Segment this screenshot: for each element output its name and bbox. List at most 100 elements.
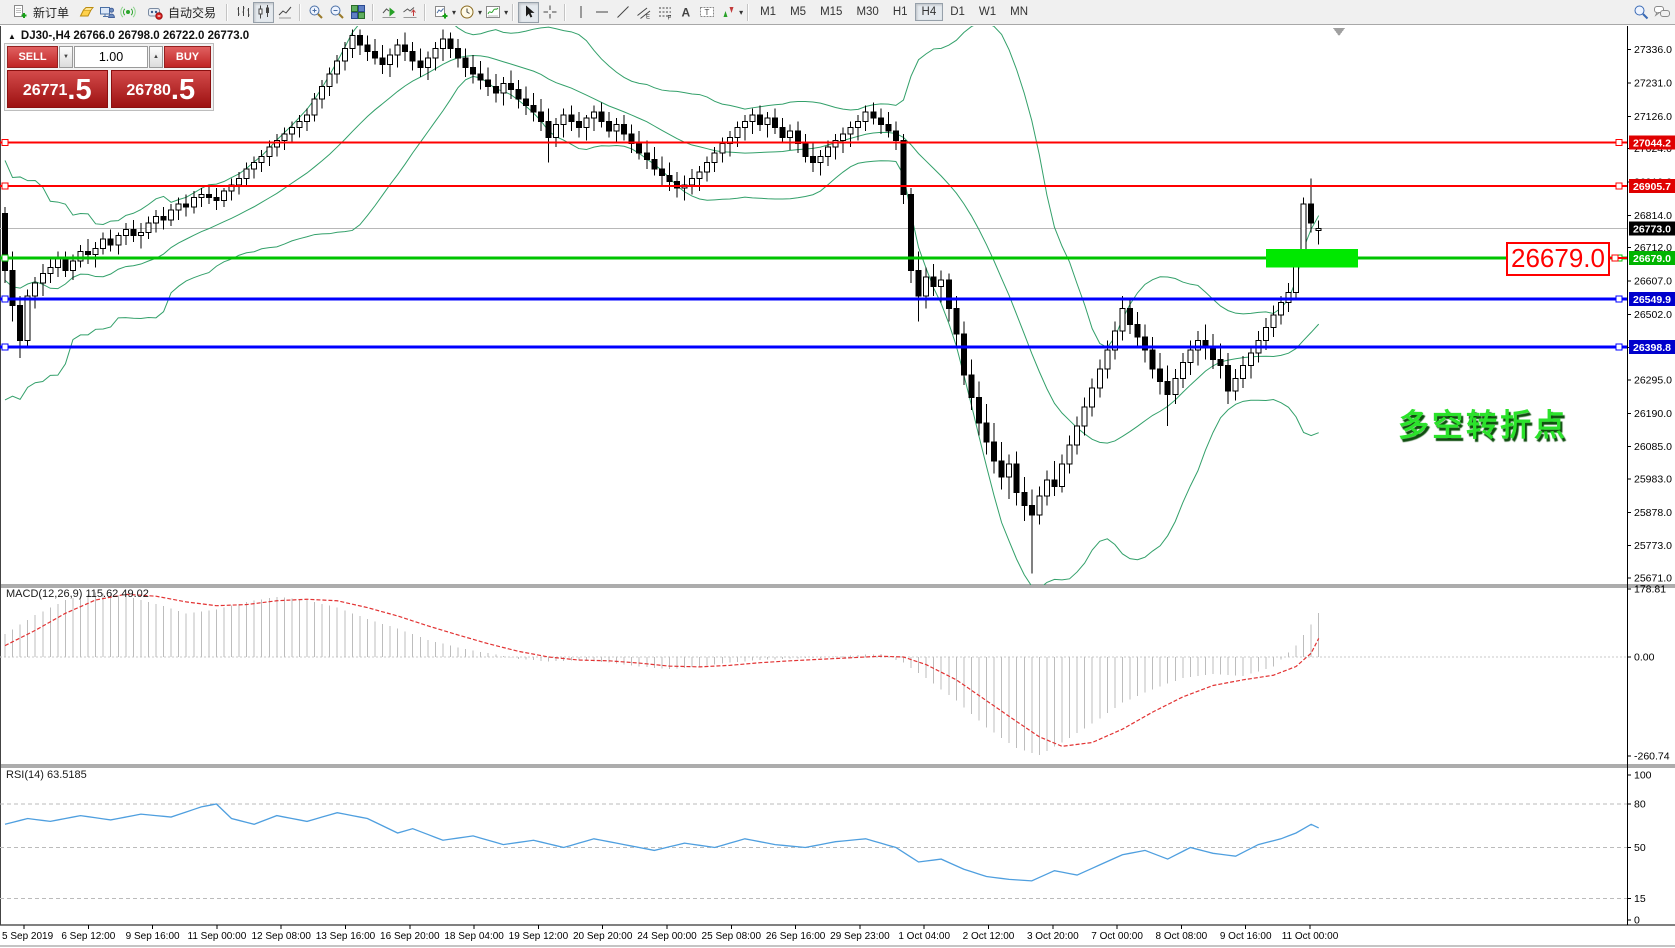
chart-shift-icon[interactable] [399, 2, 420, 23]
text-icon[interactable]: A [675, 2, 696, 23]
candle-body-up [304, 114, 310, 122]
timeframe-mn[interactable]: MN [1010, 6, 1029, 18]
candle-body-up [1187, 349, 1194, 364]
candle-body-up [583, 117, 590, 129]
candlestick-chart-icon[interactable] [253, 1, 275, 23]
y-axis-tick-label: 25773.0 [1634, 540, 1672, 552]
indicators-dropdown-caret[interactable]: ▾ [504, 7, 509, 17]
price-callout-label[interactable]: 26679.0 [1506, 242, 1610, 276]
candle-body-down [470, 66, 477, 75]
volume-decrease-button[interactable]: ▼ [59, 46, 73, 68]
line-chart-icon[interactable] [274, 2, 295, 23]
line-handle[interactable] [1615, 343, 1623, 351]
zoom-in-icon[interactable] [305, 2, 326, 23]
candlestick-series[interactable] [2, 29, 1322, 574]
arrows-shapes-icon[interactable] [717, 2, 738, 23]
timeframe-m5[interactable]: M5 [790, 6, 807, 18]
new-chart-icon[interactable] [430, 2, 451, 23]
fibonacci-icon[interactable]: F [654, 2, 675, 23]
collapse-panel-icon[interactable]: ▲ [8, 31, 16, 41]
line-handle[interactable] [1, 295, 9, 303]
x-axis-tick-label: 20 Sep 20:00 [573, 931, 633, 942]
chart-title: DJ30-,H4 26766.0 26798.0 26722.0 26773.0 [20, 30, 250, 42]
candle-body-up [1315, 227, 1322, 232]
horizontal-line-icon[interactable] [591, 2, 612, 23]
candle-body-down [945, 279, 952, 310]
new-order-icon [9, 2, 30, 23]
auto-scroll-icon[interactable] [378, 2, 399, 23]
candle-body-down [900, 139, 907, 195]
auto-trading-button[interactable]: 自动交易 [138, 2, 222, 23]
shapes-dropdown-caret[interactable]: ▾ [739, 7, 744, 17]
timeframe-d1[interactable]: D1 [950, 6, 965, 18]
bar-chart-icon[interactable] [232, 2, 253, 23]
trendline-icon[interactable] [612, 2, 633, 23]
macd-histogram[interactable] [4, 592, 1320, 756]
periods-clock-icon[interactable] [456, 2, 477, 23]
chat-icon[interactable] [1651, 2, 1672, 23]
candle-body-down [998, 460, 1005, 478]
line-handle[interactable] [1, 254, 9, 262]
y-axis-tick-label: 27126.0 [1634, 111, 1672, 123]
svg-text:T: T [704, 8, 709, 17]
volume-input[interactable] [74, 46, 148, 68]
timeframe-m1[interactable]: M1 [760, 6, 777, 18]
x-axis-tick-label: 11 Oct 00:00 [1282, 931, 1339, 942]
sell-price-fraction: .5 [67, 74, 92, 106]
new-chart-dropdown-caret[interactable]: ▾ [452, 7, 457, 17]
cursor-icon[interactable] [518, 1, 540, 23]
buy-button[interactable]: BUY [164, 46, 211, 68]
chinese-annotation[interactable]: 多空转折点 [1398, 408, 1568, 443]
broadcast-signal-icon[interactable] [117, 2, 138, 23]
line-handle[interactable] [1, 343, 9, 351]
line-handle[interactable] [1615, 295, 1623, 303]
pc-user-icon[interactable] [96, 2, 117, 23]
text-label-icon[interactable]: T [696, 2, 717, 23]
rsi-axis-label: 15 [1634, 893, 1646, 905]
crosshair-icon[interactable] [539, 2, 560, 23]
y-axis-tick-label: 26607.0 [1634, 276, 1672, 288]
candle-body-up [726, 136, 733, 145]
search-icon[interactable] [1630, 2, 1651, 23]
candle-body-up [840, 133, 847, 141]
bollinger-upper-band[interactable] [4, 8, 1320, 349]
timeframe-m15[interactable]: M15 [820, 6, 843, 18]
highlight-rectangle[interactable] [1265, 248, 1358, 268]
y-axis-tick-label: 26295.0 [1634, 375, 1672, 387]
gold-ingot-icon[interactable] [75, 2, 96, 23]
sell-button[interactable]: SELL [7, 46, 58, 68]
line-handle[interactable] [1615, 182, 1623, 190]
candle-body-up [764, 117, 771, 126]
zoom-out-icon[interactable] [326, 2, 347, 23]
buy-price-button[interactable]: 26780.5 [110, 70, 211, 108]
candle-body-up [236, 178, 243, 186]
line-handle[interactable] [1, 138, 9, 146]
axis-price-badge-label: 26679.0 [1633, 253, 1671, 265]
bollinger-middle-band[interactable] [4, 55, 1320, 444]
rsi-line[interactable] [4, 803, 1319, 882]
axis-price-badge-label: 26905.7 [1633, 181, 1671, 193]
buy-price-main: 26780 [126, 82, 171, 99]
chart-shift-marker[interactable] [1333, 28, 1345, 36]
sell-price-button[interactable]: 26771.5 [7, 70, 108, 108]
vertical-line-icon[interactable] [570, 2, 591, 23]
periods-dropdown-caret[interactable]: ▾ [478, 7, 483, 17]
timeframe-h4[interactable]: H4 [914, 3, 944, 21]
indicators-icon[interactable] [482, 2, 503, 23]
new-order-button[interactable]: 新订单 [3, 2, 75, 23]
volume-increase-button[interactable]: ▲ [149, 46, 163, 68]
equidistant-channel-icon[interactable]: E [633, 2, 654, 23]
line-handle[interactable] [1615, 138, 1623, 146]
x-axis-tick-label: 25 Sep 08:00 [702, 931, 762, 942]
sell-price-main: 26771 [22, 82, 68, 99]
timeframe-w1[interactable]: W1 [978, 6, 997, 18]
candle-body-down [915, 270, 922, 297]
bollinger-lower-band[interactable] [4, 75, 1319, 588]
callout-handle[interactable] [1611, 254, 1619, 262]
line-handle[interactable] [1, 182, 9, 190]
timeframe-h1[interactable]: H1 [892, 6, 908, 18]
tile-windows-icon[interactable] [347, 2, 368, 23]
timeframe-m30[interactable]: M30 [856, 6, 879, 18]
macd-signal-line[interactable] [4, 593, 1320, 747]
